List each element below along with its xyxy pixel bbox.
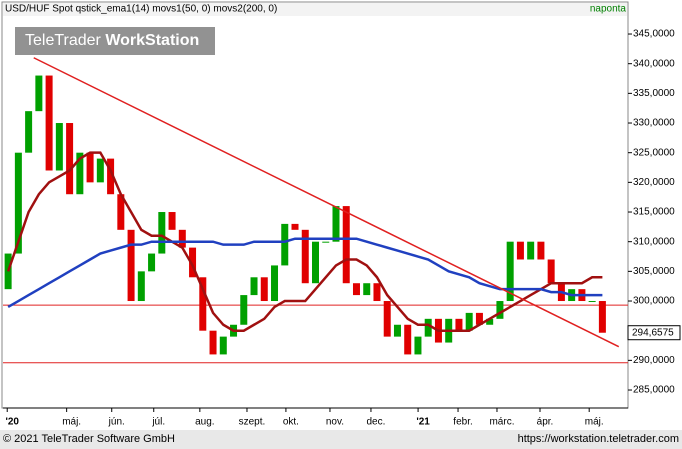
footer-left: © 2021 TeleTrader Software GmbH xyxy=(3,433,175,445)
moving-average-line xyxy=(6,151,603,332)
x-tick-label: '21 xyxy=(416,417,430,428)
candle-body xyxy=(178,229,186,248)
x-tick-label: máj. xyxy=(585,417,604,428)
x-tick-label: febr. xyxy=(453,417,472,428)
y-tick-label: 320,0000 xyxy=(633,177,675,188)
candle-body xyxy=(55,123,63,171)
x-tick-label: aug. xyxy=(195,417,214,428)
x-tick-label: júl. xyxy=(151,417,165,428)
candle-body xyxy=(598,301,606,333)
candle-body xyxy=(537,241,545,260)
candle-body xyxy=(137,271,145,302)
candle-body xyxy=(189,247,197,278)
candle-body xyxy=(363,283,371,296)
candle-body xyxy=(383,301,391,337)
period: naponta xyxy=(590,4,627,15)
candle-body xyxy=(424,318,432,337)
candle-body xyxy=(86,152,94,183)
candle-body xyxy=(496,301,504,319)
watermark-part: TeleTrader xyxy=(25,32,102,49)
y-tick-label: 285,0000 xyxy=(633,385,675,396)
x-tick-label: dec. xyxy=(366,417,385,428)
y-tick-label: 335,0000 xyxy=(633,88,675,99)
x-tick-label: máj. xyxy=(62,417,81,428)
candle-body xyxy=(527,241,535,260)
candle-body xyxy=(158,212,166,254)
x-tick-label: nov. xyxy=(326,417,344,428)
candle-body xyxy=(291,223,299,230)
candle-body xyxy=(352,283,360,296)
candle-body xyxy=(250,277,258,296)
candle-body xyxy=(465,312,473,331)
candle-body xyxy=(588,301,596,303)
footer-band xyxy=(0,430,682,449)
candle-body xyxy=(516,241,524,260)
candle-body xyxy=(271,265,279,302)
y-tick-label: 310,0000 xyxy=(633,236,675,247)
x-tick-label: '20 xyxy=(5,417,19,428)
candle-body xyxy=(107,158,115,195)
y-tick-label: 330,0000 xyxy=(633,118,675,129)
candle-body xyxy=(455,318,463,331)
header-band xyxy=(3,3,627,16)
candle-body xyxy=(35,75,43,112)
candle-body xyxy=(117,194,125,230)
candle-body xyxy=(96,158,104,183)
x-tick-label: okt. xyxy=(283,417,299,428)
last-value-box xyxy=(627,325,681,341)
x-tick-label: jún. xyxy=(108,417,125,428)
watermark: TeleTrader WorkStation xyxy=(25,32,199,49)
last-value-label: 294,6575 xyxy=(632,327,674,338)
footer-right: https://workstation.teletrader.com xyxy=(518,433,679,445)
y-tick-label: 345,0000 xyxy=(633,29,675,40)
candle-body xyxy=(240,295,248,325)
candle-body xyxy=(14,152,22,254)
candle-body xyxy=(260,277,268,302)
x-tick-label: ápr. xyxy=(537,417,554,428)
candle-body xyxy=(342,206,350,284)
plot-frame xyxy=(1,1,629,409)
candle-body xyxy=(506,241,514,302)
candle-body xyxy=(547,259,555,284)
candle-body xyxy=(281,223,289,266)
chart-title: USD/HUF Spot qstick_ema1(14) movs1(50, 0… xyxy=(5,4,277,15)
candle-body xyxy=(475,312,483,325)
candle-body xyxy=(486,318,494,325)
candle-body xyxy=(404,324,412,355)
candle-body xyxy=(199,277,207,331)
x-tick-label: szept. xyxy=(239,417,266,428)
y-tick-label: 305,0000 xyxy=(633,266,675,277)
candle-body xyxy=(414,336,422,355)
candle-body xyxy=(332,206,340,242)
candle-body xyxy=(393,324,401,337)
x-tick-label: márc. xyxy=(489,417,514,428)
candle-body xyxy=(209,330,217,355)
trend-line xyxy=(33,57,620,348)
candle-body xyxy=(148,253,156,272)
y-tick-label: 340,0000 xyxy=(633,58,675,69)
candle-body xyxy=(301,229,309,284)
candle-body xyxy=(76,152,84,195)
candle-body xyxy=(312,241,319,284)
y-tick-label: 290,0000 xyxy=(633,355,675,366)
candle-body xyxy=(168,212,176,230)
candle-body xyxy=(25,111,33,153)
candle-body xyxy=(45,75,53,171)
candle-body xyxy=(127,229,135,302)
candle-body xyxy=(322,241,330,243)
y-tick-label: 300,0000 xyxy=(633,296,675,307)
candle-body xyxy=(219,336,227,355)
y-tick-label: 315,0000 xyxy=(633,207,675,218)
watermark-box xyxy=(15,27,215,55)
candle-body xyxy=(373,283,381,302)
y-tick-label: 325,0000 xyxy=(633,147,675,158)
candle-body xyxy=(66,123,74,195)
watermark-part: WorkStation xyxy=(105,32,199,49)
